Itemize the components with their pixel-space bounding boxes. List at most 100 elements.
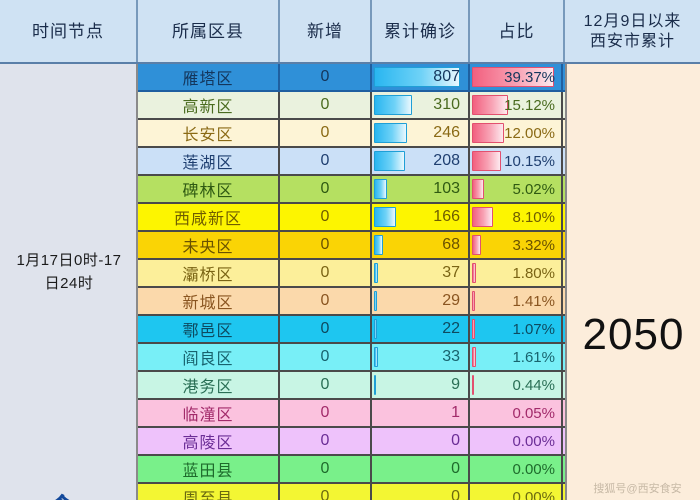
data-bar-proportion xyxy=(472,95,509,115)
data-bar-proportion xyxy=(472,291,476,311)
table-row[interactable]: 雁塔区 0 807 39.37% xyxy=(138,64,565,92)
cell-cumulative-value: 1 xyxy=(451,404,460,421)
cell-proportion: 1.61% xyxy=(470,344,563,370)
data-bar-cumulative xyxy=(374,207,397,227)
data-bar-cumulative xyxy=(374,67,461,87)
cell-proportion: 8.10% xyxy=(470,204,563,230)
column-header-cumulative-confirmed[interactable]: 累计确诊 xyxy=(372,0,470,64)
cell-cumulative-confirmed: 0 xyxy=(372,484,470,500)
cell-cumulative-value: 9 xyxy=(451,376,460,393)
cell-cumulative-confirmed: 208 xyxy=(372,148,470,174)
cell-new-cases: 0 xyxy=(280,204,372,230)
cell-district-name: 莲湖区 xyxy=(138,148,280,174)
cell-cumulative-value: 246 xyxy=(433,124,460,141)
table-row[interactable]: 莲湖区 0 208 10.15% xyxy=(138,148,565,176)
cell-proportion: 0.00% xyxy=(470,456,563,482)
table-row[interactable]: 高陵区 0 0 0.00% xyxy=(138,428,565,456)
cell-new-cases: 0 xyxy=(280,92,372,118)
cell-cumulative-value: 807 xyxy=(433,68,460,85)
table-row[interactable]: 港务区 0 9 0.44% xyxy=(138,372,565,400)
cell-cumulative-confirmed: 166 xyxy=(372,204,470,230)
cell-proportion: 1.80% xyxy=(470,260,563,286)
cell-cumulative-value: 0 xyxy=(451,488,460,500)
cell-proportion-value: 10.15% xyxy=(504,152,555,170)
cell-cumulative-confirmed: 37 xyxy=(372,260,470,286)
data-bar-proportion xyxy=(472,235,481,255)
logo-char-shi: 食 xyxy=(47,493,78,500)
watermark-text: 搜狐号@西安食安 xyxy=(593,483,682,495)
column-header-city-total[interactable]: 12月9日以来 西安市累计 xyxy=(565,0,700,64)
cell-proportion-value: 8.10% xyxy=(512,208,555,226)
cell-cumulative-confirmed: 246 xyxy=(372,120,470,146)
cell-proportion-value: 1.61% xyxy=(512,348,555,366)
table-row[interactable]: 长安区 0 246 12.00% xyxy=(138,120,565,148)
cell-district-name: 未央区 xyxy=(138,232,280,258)
cell-cumulative-confirmed: 68 xyxy=(372,232,470,258)
column-header-proportion[interactable]: 占比 xyxy=(470,0,565,64)
cell-district-name: 长安区 xyxy=(138,120,280,146)
cell-cumulative-value: 22 xyxy=(442,320,460,337)
cell-proportion-value: 1.41% xyxy=(512,292,555,310)
cell-new-cases: 0 xyxy=(280,288,372,314)
cell-proportion: 15.12% xyxy=(470,92,563,118)
cell-district-name: 西咸新区 xyxy=(138,204,280,230)
cell-district-name: 蓝田县 xyxy=(138,456,280,482)
table-row[interactable]: 未央区 0 68 3.32% xyxy=(138,232,565,260)
cell-cumulative-value: 310 xyxy=(433,96,460,113)
cell-new-cases: 0 xyxy=(280,176,372,202)
cell-district-name: 周至县 xyxy=(138,484,280,500)
column-header-district[interactable]: 所属区县 xyxy=(138,0,280,64)
cell-proportion-value: 12.00% xyxy=(504,124,555,142)
cell-cumulative-confirmed: 807 xyxy=(372,64,470,90)
data-bar-cumulative xyxy=(374,319,377,339)
cell-proportion-value: 39.37% xyxy=(504,68,555,86)
cell-cumulative-confirmed: 310 xyxy=(372,92,470,118)
cell-cumulative-confirmed: 0 xyxy=(372,456,470,482)
cell-proportion-value: 0.00% xyxy=(512,460,555,478)
table-row[interactable]: 临潼区 0 1 0.05% xyxy=(138,400,565,428)
data-bar-cumulative xyxy=(374,123,408,143)
table-row[interactable]: 灞桥区 0 37 1.80% xyxy=(138,260,565,288)
cell-proportion: 1.07% xyxy=(470,316,563,342)
table-row[interactable]: 蓝田县 0 0 0.00% xyxy=(138,456,565,484)
city-total-value: 2050 xyxy=(582,310,685,359)
cell-cumulative-confirmed: 29 xyxy=(372,288,470,314)
table-row[interactable]: 新城区 0 29 1.41% xyxy=(138,288,565,316)
data-bar-cumulative xyxy=(374,179,387,199)
data-bar-proportion xyxy=(472,207,494,227)
cell-proportion: 10.15% xyxy=(470,148,563,174)
data-bar-proportion xyxy=(472,347,476,367)
cell-district-name: 临潼区 xyxy=(138,400,280,426)
cell-cumulative-value: 103 xyxy=(433,180,460,197)
cell-new-cases: 0 xyxy=(280,484,372,500)
data-bar-proportion xyxy=(472,263,477,283)
city-total-cell[interactable]: 2050 搜狐号@西安食安 xyxy=(565,64,700,500)
data-bar-cumulative xyxy=(374,291,378,311)
column-header-time[interactable]: 时间节点 xyxy=(0,0,138,64)
cell-cumulative-confirmed: 22 xyxy=(372,316,470,342)
cell-new-cases: 0 xyxy=(280,344,372,370)
cell-proportion: 0.00% xyxy=(470,428,563,454)
cell-cumulative-confirmed: 0 xyxy=(372,428,470,454)
table-row[interactable]: 西咸新区 0 166 8.10% xyxy=(138,204,565,232)
data-bar-cumulative xyxy=(374,347,378,367)
cell-cumulative-value: 0 xyxy=(451,460,460,477)
data-bar-cumulative xyxy=(374,235,384,255)
cell-proportion: 0.44% xyxy=(470,372,563,398)
table-row[interactable]: 鄠邑区 0 22 1.07% xyxy=(138,316,565,344)
table-row[interactable]: 碑林区 0 103 5.02% xyxy=(138,176,565,204)
cell-cumulative-confirmed: 103 xyxy=(372,176,470,202)
cell-new-cases: 0 xyxy=(280,148,372,174)
data-bar-proportion xyxy=(472,67,554,87)
cell-new-cases: 0 xyxy=(280,120,372,146)
table-row[interactable]: 周至县 0 0 0.00% xyxy=(138,484,565,500)
time-period-cell[interactable]: 1月17日0时-17 日24时 食 安 xyxy=(0,64,138,500)
cell-new-cases: 0 xyxy=(280,400,372,426)
table-row[interactable]: 高新区 0 310 15.12% xyxy=(138,92,565,120)
data-bar-proportion xyxy=(472,123,504,143)
cell-district-name: 高陵区 xyxy=(138,428,280,454)
cell-district-name: 灞桥区 xyxy=(138,260,280,286)
column-header-new-cases[interactable]: 新增 xyxy=(280,0,372,64)
table-row[interactable]: 阎良区 0 33 1.61% xyxy=(138,344,565,372)
